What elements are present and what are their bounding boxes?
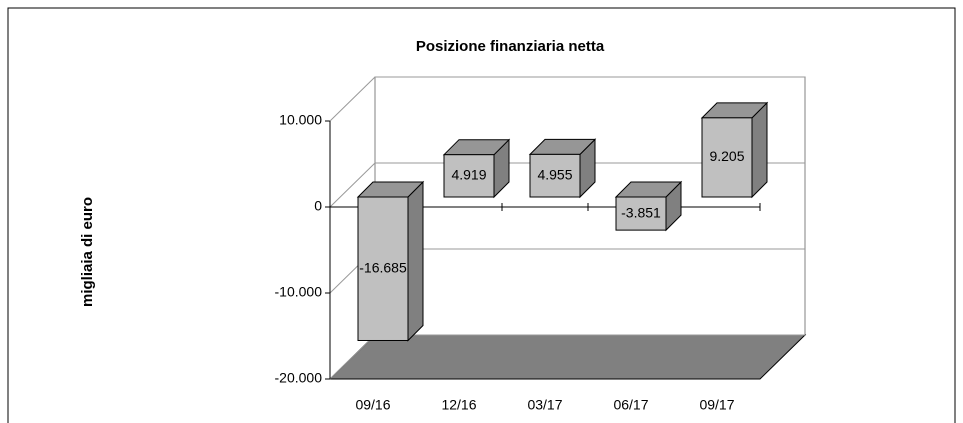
- y-axis-label: migliaia di euro: [79, 197, 96, 307]
- x-tick-label: 09/17: [699, 397, 734, 413]
- bar: [701, 117, 753, 198]
- bar: [615, 196, 667, 231]
- y-tick-label: 10.000: [279, 112, 322, 128]
- bar: [443, 154, 495, 198]
- grid-line: [329, 162, 376, 208]
- data-label: 4.919: [451, 167, 486, 183]
- chart-frame: [7, 7, 956, 423]
- bar-side: [751, 101, 768, 199]
- data-label: 4.955: [537, 166, 572, 182]
- x-tick-label: 03/17: [527, 397, 562, 413]
- y-tick-label: -20.000: [275, 370, 323, 386]
- chart-title: Posizione finanziaria netta: [416, 38, 605, 55]
- x-tick-label: 09/16: [355, 397, 390, 413]
- y-tick-label: -10.000: [275, 284, 323, 300]
- x-tick-label: 12/16: [441, 397, 476, 413]
- data-label: -16.685: [359, 259, 407, 275]
- data-label: -3.851: [621, 204, 661, 220]
- bar: [357, 196, 409, 341]
- y-tick-label: 0: [314, 198, 322, 214]
- data-label: 9.205: [709, 148, 744, 164]
- grid-line: [329, 334, 376, 380]
- x-tick-label: 06/17: [613, 397, 648, 413]
- bar-side: [407, 180, 424, 342]
- floor: [328, 334, 807, 380]
- grid-line: [329, 76, 376, 122]
- bar: [529, 153, 581, 198]
